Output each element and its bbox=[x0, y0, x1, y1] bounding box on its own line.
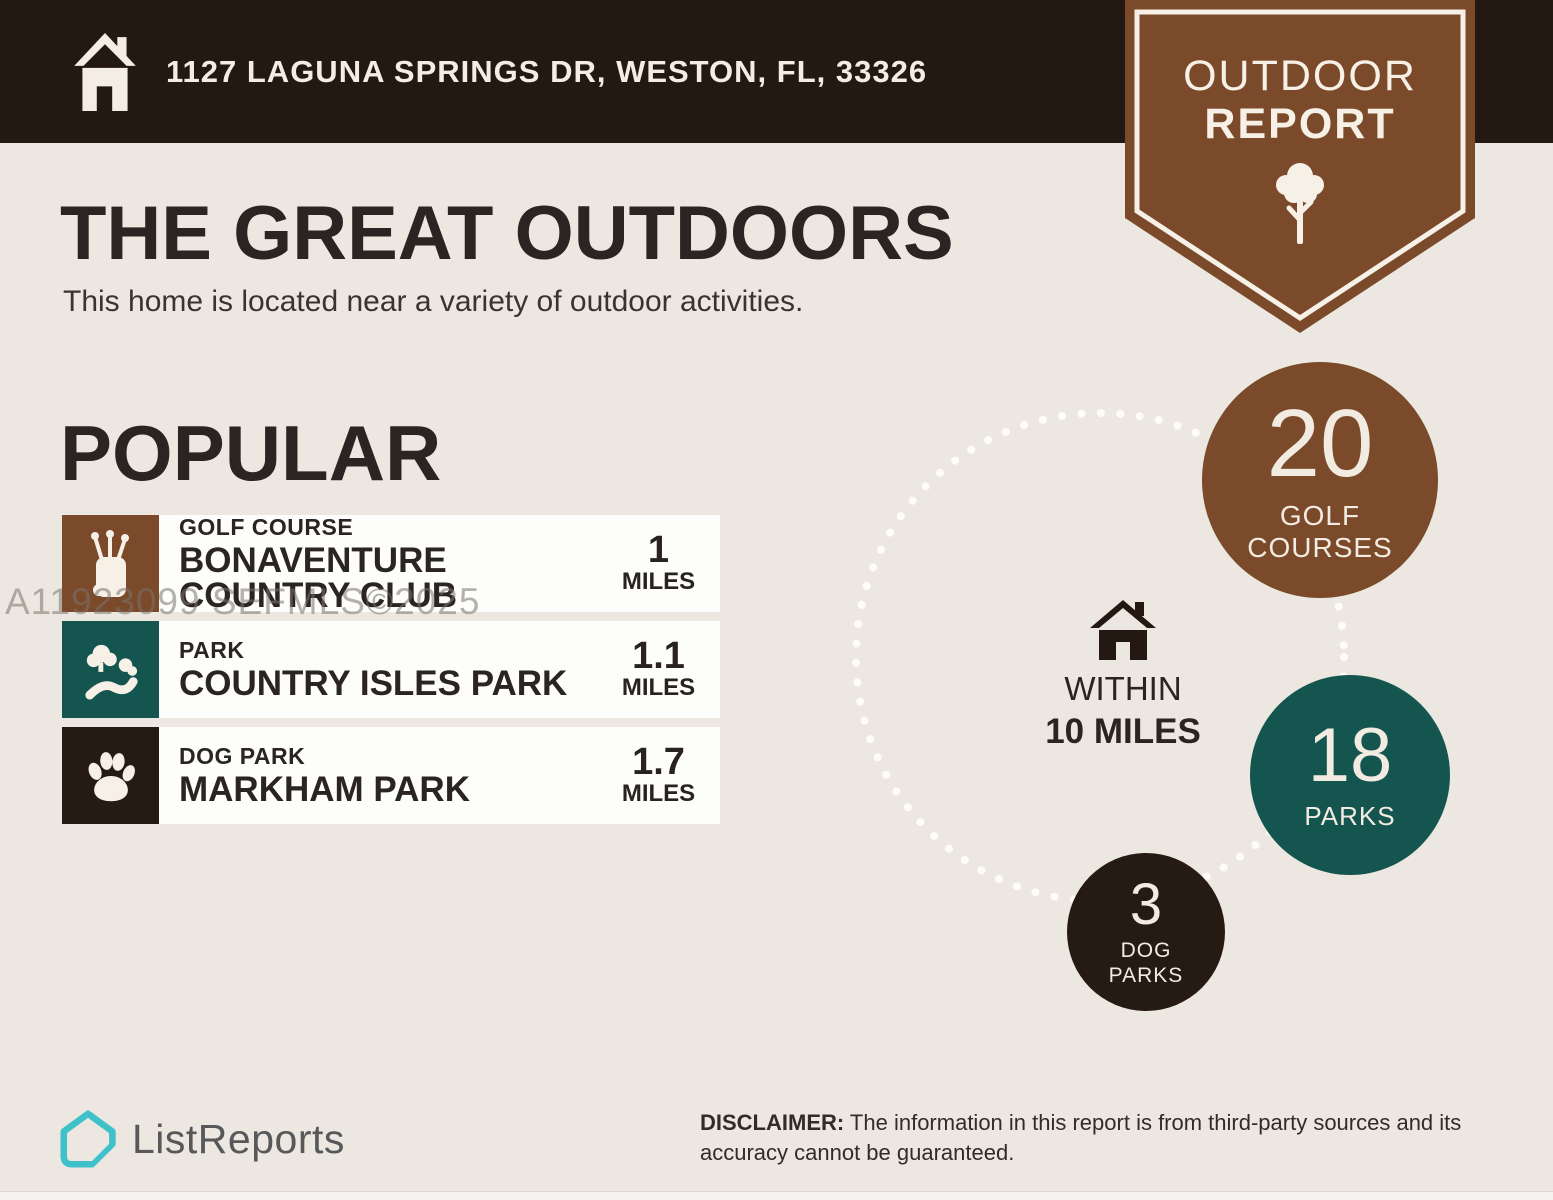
stat-value: 20 bbox=[1266, 389, 1374, 497]
page-subtitle: This home is located near a variety of o… bbox=[63, 285, 804, 318]
distance-value: 1.7 bbox=[632, 741, 685, 784]
distance-block: 1.1 MILES bbox=[605, 621, 720, 718]
stat-circle-golf-courses: 20 GOLF COURSES bbox=[1202, 362, 1438, 598]
stat-value: 18 bbox=[1307, 713, 1393, 799]
page-title: THE GREAT OUTDOORS bbox=[60, 191, 954, 276]
distance-unit: MILES bbox=[621, 674, 696, 702]
distance-block: 1 MILES bbox=[605, 515, 720, 612]
mls-watermark: A11923099 SEFMLS©2025 bbox=[5, 581, 481, 622]
stat-label: DOG PARKS bbox=[1108, 939, 1184, 987]
stat-circle-dog-parks: 3 DOG PARKS bbox=[1067, 853, 1225, 1011]
listreports-brand: ListReports bbox=[60, 1108, 345, 1170]
distance-unit: MILES bbox=[621, 780, 696, 808]
radius-dotted-circle bbox=[852, 409, 1348, 905]
brand-name: ListReports bbox=[132, 1115, 345, 1162]
property-address: 1127 LAGUNA SPRINGS DR, WESTON, FL, 3332… bbox=[166, 53, 928, 89]
within-radius-label: WITHIN 10 MILES bbox=[1023, 670, 1223, 752]
place-name: BONAVENTURE COUNTRY CLUB bbox=[179, 541, 458, 615]
list-item-text: PARK COUNTRY ISLES PARK bbox=[159, 621, 605, 718]
park-icon bbox=[62, 621, 159, 718]
stat-value: 3 bbox=[1129, 872, 1163, 938]
listreports-logo-icon bbox=[60, 1110, 118, 1169]
list-item-text: GOLF COURSE BONAVENTURE COUNTRY CLUB bbox=[159, 514, 605, 615]
disclaimer-label: DISCLAIMER: bbox=[700, 1110, 845, 1135]
stat-circle-parks: 18 PARKS bbox=[1250, 675, 1450, 875]
list-item-text: DOG PARK MARKHAM PARK bbox=[159, 727, 605, 824]
within-line1: WITHIN bbox=[1064, 670, 1182, 707]
category-label: DOG PARK bbox=[179, 743, 306, 770]
tree-icon bbox=[1276, 163, 1324, 244]
distance-value: 1.1 bbox=[632, 635, 685, 678]
distance-value: 1 bbox=[647, 529, 670, 572]
category-label: GOLF COURSE bbox=[179, 514, 354, 541]
disclaimer-text: DISCLAIMER: The information in this repo… bbox=[700, 1108, 1500, 1167]
golf-bag-icon bbox=[62, 515, 159, 612]
disclaimer-body: The information in this report is from t… bbox=[700, 1110, 1462, 1165]
category-label: PARK bbox=[179, 637, 245, 664]
outdoor-report-badge: OUTDOOR REPORT bbox=[1125, 0, 1475, 333]
list-item-park: PARK COUNTRY ISLES PARK 1.1 MILES bbox=[62, 621, 720, 718]
place-name: MARKHAM PARK bbox=[179, 770, 470, 810]
house-icon bbox=[1090, 600, 1156, 660]
badge-title-line1: OUTDOOR bbox=[1183, 52, 1417, 100]
distance-block: 1.7 MILES bbox=[605, 727, 720, 824]
badge-title-line2: REPORT bbox=[1204, 100, 1396, 148]
stat-label: PARKS bbox=[1304, 801, 1396, 832]
place-name: COUNTRY ISLES PARK bbox=[179, 664, 568, 704]
stat-label: GOLF COURSES bbox=[1247, 499, 1393, 563]
popular-heading: POPULAR bbox=[60, 409, 442, 497]
list-item-dog-park: DOG PARK MARKHAM PARK 1.7 MILES bbox=[62, 727, 720, 824]
bottom-edge-strip bbox=[0, 1191, 1553, 1200]
home-icon bbox=[74, 32, 136, 111]
popular-list: GOLF COURSE BONAVENTURE COUNTRY CLUB 1 M… bbox=[62, 514, 720, 824]
within-line2: 10 MILES bbox=[1045, 712, 1201, 751]
distance-unit: MILES bbox=[621, 568, 696, 596]
list-item-golf-course: GOLF COURSE BONAVENTURE COUNTRY CLUB 1 M… bbox=[62, 514, 720, 615]
paw-icon bbox=[62, 727, 159, 824]
